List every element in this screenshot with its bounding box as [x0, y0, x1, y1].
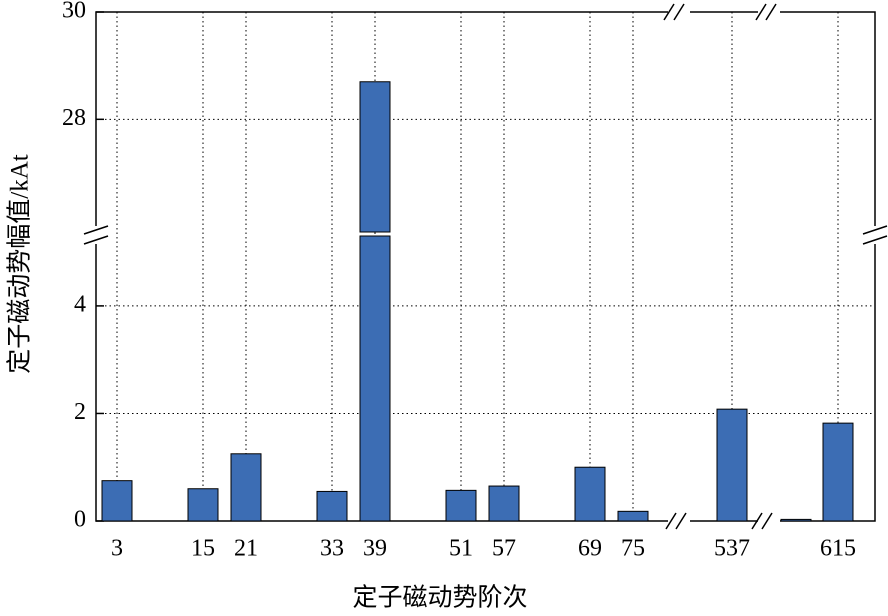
plot-frame	[95, 11, 876, 522]
bar	[316, 490, 348, 522]
x-tick-label: 51	[449, 536, 473, 562]
bar	[230, 453, 262, 522]
x-tick-label: 537	[714, 536, 750, 562]
axis-breaks	[83, 2, 888, 531]
bar	[488, 485, 520, 522]
x-axis-label: 定子磁动势阶次	[352, 584, 527, 612]
bar	[187, 488, 219, 522]
x-tick-label: 21	[234, 536, 258, 562]
y-tick-label: 30	[62, 0, 86, 24]
x-tick-label: 57	[492, 536, 516, 562]
bar	[617, 510, 649, 522]
y-tick-label: 4	[74, 291, 86, 317]
bar	[359, 81, 391, 233]
bar	[780, 518, 812, 522]
x-tick-label: 15	[191, 536, 215, 562]
bar	[359, 235, 391, 522]
bar	[716, 408, 748, 522]
x-tick-label: 615	[820, 536, 856, 562]
x-tick-label: 39	[363, 536, 387, 562]
x-tick-label: 3	[111, 536, 123, 562]
x-tick-label: 75	[621, 536, 645, 562]
y-tick-label: 0	[74, 507, 86, 533]
bar	[574, 466, 606, 522]
bar	[445, 489, 477, 522]
y-tick-label: 2	[74, 399, 86, 425]
y-tick-label: 28	[62, 105, 86, 131]
bar	[822, 422, 854, 522]
x-tick-label: 69	[578, 536, 602, 562]
bar	[101, 480, 133, 522]
y-axis-label: 定子磁动势幅值/kAt	[6, 154, 34, 374]
x-tick-label: 33	[320, 536, 344, 562]
